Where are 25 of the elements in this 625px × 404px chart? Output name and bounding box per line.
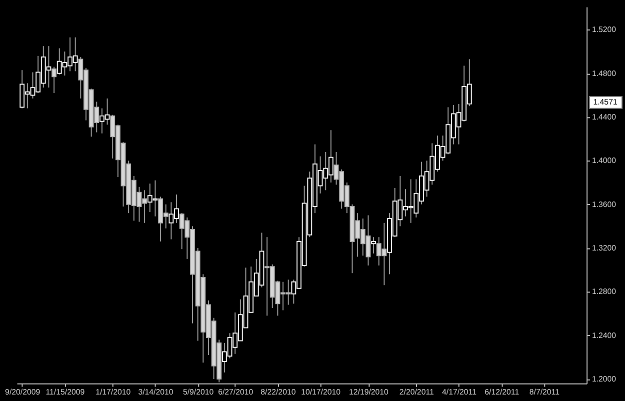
candlestick bbox=[52, 66, 56, 94]
x-tick-label: 11/15/2009 bbox=[46, 388, 85, 397]
x-tick-label: 2/20/2011 bbox=[399, 388, 434, 397]
y-tick-label: 1.4000 bbox=[592, 156, 617, 166]
x-tick-label: 9/20/2009 bbox=[5, 388, 40, 397]
candlestick bbox=[371, 236, 376, 254]
y-tick-label: 1.4400 bbox=[592, 112, 617, 122]
x-tick-label: 5/9/2010 bbox=[182, 388, 214, 397]
x-tick-label: 6/12/2011 bbox=[484, 388, 520, 397]
x-tick-label: 1/17/2010 bbox=[96, 388, 132, 397]
y-tick-label: 1.2000 bbox=[592, 374, 617, 384]
x-tick-label: 10/17/2010 bbox=[301, 388, 342, 397]
x-tick-label: 6/27/2010 bbox=[218, 388, 254, 397]
y-tick-label: 1.2800 bbox=[592, 287, 617, 296]
x-tick-label: 3/14/2010 bbox=[138, 388, 174, 397]
x-tick-label: 8/22/2010 bbox=[260, 388, 296, 397]
text: 1.4571 bbox=[593, 97, 618, 106]
y-tick-label: 1.4800 bbox=[592, 68, 617, 78]
x-tick-label: 8/7/2011 bbox=[529, 388, 560, 397]
x-tick-label: 12/19/2010 bbox=[349, 388, 390, 397]
x-tick-label: 4/17/2011 bbox=[442, 388, 476, 397]
y-tick-label: 1.3200 bbox=[592, 243, 617, 252]
y-tick-label: 1.5200 bbox=[592, 25, 617, 34]
y-tick-label: 1.2400 bbox=[592, 330, 617, 340]
y-tick-label: 1.3600 bbox=[592, 200, 617, 209]
